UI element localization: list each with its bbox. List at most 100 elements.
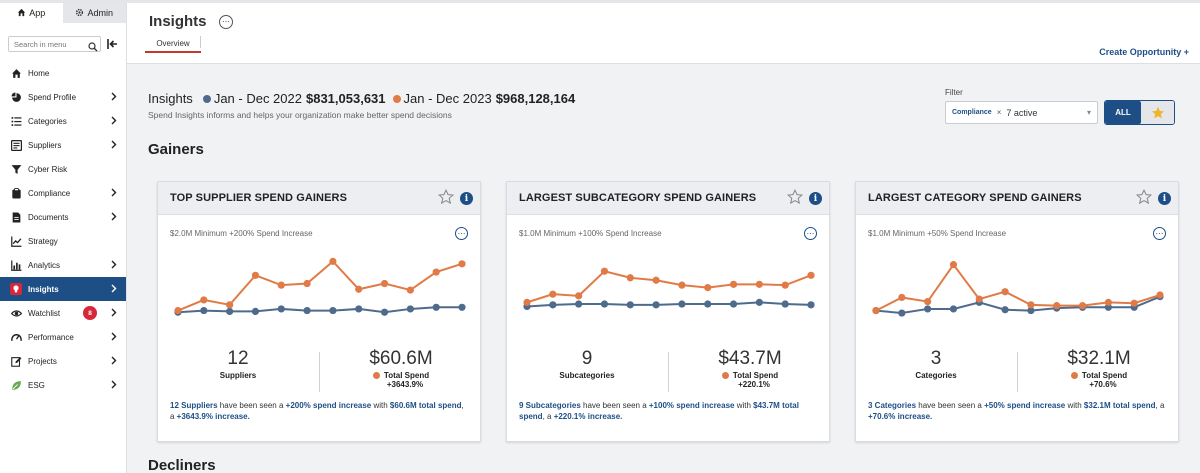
series-2023-point[interactable] <box>329 257 337 265</box>
info-icon[interactable]: i <box>1158 192 1171 205</box>
series-2022-point[interactable] <box>781 300 789 308</box>
series-2022-point[interactable] <box>1027 306 1035 315</box>
favorite-star-icon[interactable] <box>786 188 804 210</box>
series-2023-point[interactable] <box>652 276 660 284</box>
tab-overview[interactable]: Overview <box>145 36 201 53</box>
series-2022-point[interactable] <box>924 305 932 313</box>
series-2023-point[interactable] <box>975 295 983 303</box>
info-icon[interactable]: i <box>460 192 473 205</box>
series-2022-point[interactable] <box>329 306 337 315</box>
sidebar-item-performance[interactable]: Performance <box>0 325 126 349</box>
series-2022-point[interactable] <box>303 306 311 315</box>
filter-select[interactable]: Compliance × 7 active ▾ <box>945 101 1098 124</box>
series-2022-point[interactable] <box>898 309 906 317</box>
create-opportunity-link[interactable]: Create Opportunity + <box>1099 47 1189 57</box>
series-2023-point[interactable] <box>807 271 815 279</box>
series-2022-point[interactable] <box>652 301 660 309</box>
series-2023-point[interactable] <box>755 280 763 288</box>
search-input[interactable]: Search in menu <box>8 36 101 52</box>
series-2022-point[interactable] <box>755 298 763 306</box>
more-options-icon[interactable]: ⋯ <box>804 227 817 240</box>
sidebar-item-strategy[interactable]: Strategy <box>0 229 126 253</box>
favorite-star-icon[interactable] <box>1135 188 1153 210</box>
series-2023-point[interactable] <box>200 296 208 304</box>
favorites-toggle-button[interactable] <box>1141 101 1174 124</box>
remove-chip-icon[interactable]: × <box>996 108 1002 117</box>
series-2022-point[interactable] <box>406 305 414 313</box>
series-2023-point[interactable] <box>226 301 234 309</box>
series-2023-point[interactable] <box>380 279 389 288</box>
all-toggle-button[interactable]: ALL <box>1105 101 1141 124</box>
series-2022-point[interactable] <box>380 308 389 316</box>
sidebar-item-documents[interactable]: Documents <box>0 205 126 229</box>
series-2023-point[interactable] <box>898 293 906 302</box>
sidebar-item-projects[interactable]: Projects <box>0 349 126 373</box>
sidebar-item-spend-profile[interactable]: Spend Profile <box>0 85 126 109</box>
tab-app[interactable]: App <box>0 3 63 23</box>
sidebar-item-insights[interactable]: Insights <box>0 277 126 301</box>
desc-count[interactable]: 12 Suppliers <box>170 401 218 410</box>
collapse-sidebar-button[interactable] <box>106 36 120 52</box>
series-2022-point[interactable] <box>1001 306 1009 314</box>
series-2023-point[interactable] <box>251 271 260 279</box>
series-2022-point[interactable] <box>200 306 208 315</box>
desc-count[interactable]: 3 Categories <box>868 401 917 410</box>
more-options-icon[interactable]: ⋯ <box>1153 227 1166 240</box>
series-2022-point[interactable] <box>704 300 712 308</box>
sidebar-item-analytics[interactable]: Analytics <box>0 253 126 277</box>
series-2023-point[interactable] <box>406 286 414 294</box>
series-2022-point[interactable] <box>626 301 634 309</box>
search-icon[interactable] <box>88 39 98 57</box>
series-2022-point[interactable] <box>949 305 958 313</box>
series-2023-point[interactable] <box>523 298 531 306</box>
series-2022-point[interactable] <box>355 305 363 313</box>
series-2023-point[interactable] <box>600 267 609 275</box>
series-2023-point[interactable] <box>174 306 182 315</box>
series-2023-point[interactable] <box>355 285 363 293</box>
series-2023-point[interactable] <box>1156 291 1164 299</box>
series-2023-point[interactable] <box>1053 302 1061 310</box>
series-2022-point[interactable] <box>251 307 260 315</box>
series-2023-point[interactable] <box>704 284 712 292</box>
series-2023-point[interactable] <box>303 279 311 288</box>
series-2023-point[interactable] <box>1104 298 1112 306</box>
sidebar-item-compliance[interactable]: Compliance <box>0 181 126 205</box>
series-2022-point[interactable] <box>277 305 285 313</box>
sidebar-item-categories[interactable]: Categories <box>0 109 126 133</box>
series-2023-point[interactable] <box>678 281 686 289</box>
series-2022-point[interactable] <box>807 301 815 309</box>
series-2022-point[interactable] <box>432 303 440 311</box>
more-options-icon[interactable]: ⋯ <box>455 227 468 240</box>
series-2023-point[interactable] <box>781 281 789 289</box>
sidebar-item-suppliers[interactable]: Suppliers <box>0 133 126 157</box>
series-2022-point[interactable] <box>729 300 738 308</box>
chevron-down-icon[interactable]: ▾ <box>1086 108 1091 117</box>
series-2023-point[interactable] <box>458 260 466 268</box>
series-2023-point[interactable] <box>1001 288 1009 296</box>
series-2023-point[interactable] <box>432 268 440 276</box>
info-icon[interactable]: i <box>809 192 822 205</box>
series-2022-point[interactable] <box>1104 303 1112 311</box>
sidebar-item-esg[interactable]: ESG <box>0 373 126 397</box>
sidebar-item-watchlist[interactable]: Watchlist 8 <box>0 301 126 325</box>
series-2022-point[interactable] <box>678 300 686 308</box>
series-2023-point[interactable] <box>549 290 557 298</box>
series-2023-point[interactable] <box>949 261 958 269</box>
series-2022-point[interactable] <box>575 300 583 308</box>
series-2023-point[interactable] <box>1130 299 1138 307</box>
tab-admin[interactable]: Admin <box>62 3 126 23</box>
series-2022-point[interactable] <box>600 300 609 308</box>
more-options-icon[interactable]: ⋯ <box>219 15 233 29</box>
series-2023-point[interactable] <box>729 280 738 288</box>
series-2022-point[interactable] <box>458 303 466 311</box>
series-2022-point[interactable] <box>549 301 557 309</box>
series-2023-point[interactable] <box>277 281 285 289</box>
series-2023-point[interactable] <box>1027 301 1035 309</box>
series-2023-point[interactable] <box>1078 302 1087 310</box>
sidebar-item-cyber-risk[interactable]: Cyber Risk <box>0 157 126 181</box>
series-2023-point[interactable] <box>626 274 634 282</box>
favorite-star-icon[interactable] <box>437 188 455 210</box>
sidebar-item-home[interactable]: Home <box>0 61 126 85</box>
series-2023-point[interactable] <box>924 297 932 306</box>
desc-count[interactable]: 9 Subcategories <box>519 401 581 410</box>
